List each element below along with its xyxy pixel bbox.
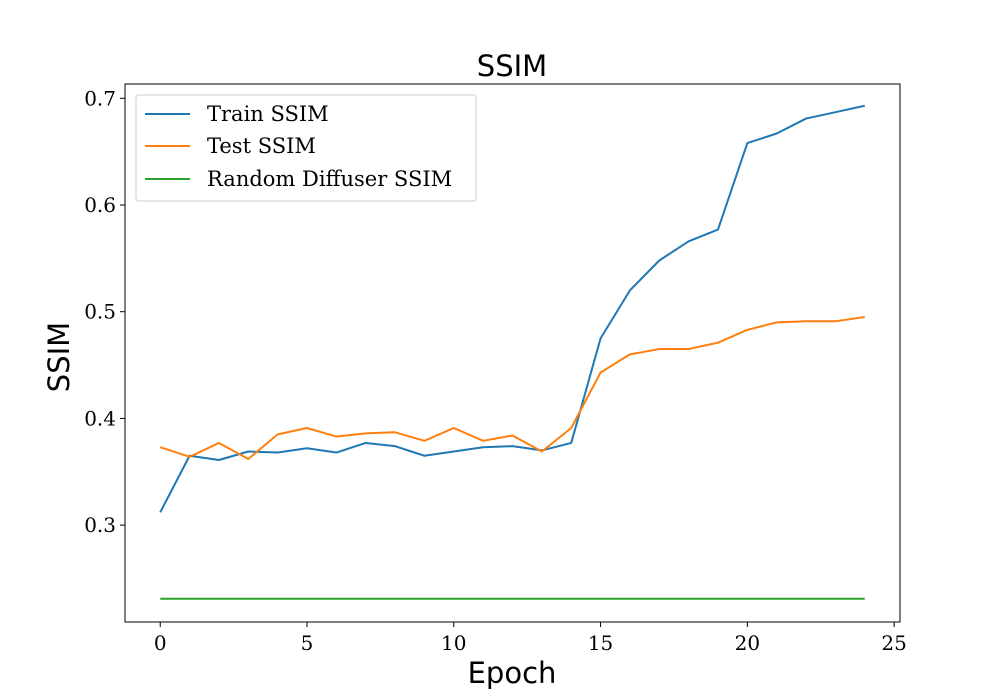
- x-tick-label: 15: [588, 631, 613, 655]
- x-axis-label: Epoch: [468, 656, 557, 690]
- y-tick-label: 0.3: [84, 513, 116, 537]
- series-line-train-ssim: [159, 104, 865, 513]
- plot-area-frame: [124, 83, 901, 623]
- chart-title: SSIM: [477, 49, 547, 83]
- x-tick-label: 0: [154, 631, 167, 655]
- x-tick-label: 20: [735, 631, 760, 655]
- series-lines: [159, 104, 865, 600]
- y-axis: 0.3 0.4 0.5 0.6 0.7: [84, 86, 125, 537]
- legend-box: [135, 94, 477, 202]
- y-tick-label: 0.7: [84, 86, 116, 110]
- legend-label-test: Test SSIM: [207, 134, 316, 158]
- x-tick-label: 5: [301, 631, 314, 655]
- x-axis: 0 5 10 15 20 25: [154, 622, 907, 655]
- legend: Train SSIM Test SSIM Random Diffuser SSI…: [135, 94, 477, 202]
- x-tick-label: 10: [441, 631, 466, 655]
- legend-label-train: Train SSIM: [207, 102, 329, 126]
- y-axis-label: SSIM: [42, 322, 76, 392]
- y-tick-label: 0.5: [84, 300, 116, 324]
- x-tick-label: 25: [881, 631, 906, 655]
- y-tick-label: 0.4: [84, 406, 116, 430]
- y-tick-label: 0.6: [84, 193, 116, 217]
- series-line-test-ssim: [159, 316, 865, 460]
- legend-label-random: Random Diffuser SSIM: [207, 167, 452, 191]
